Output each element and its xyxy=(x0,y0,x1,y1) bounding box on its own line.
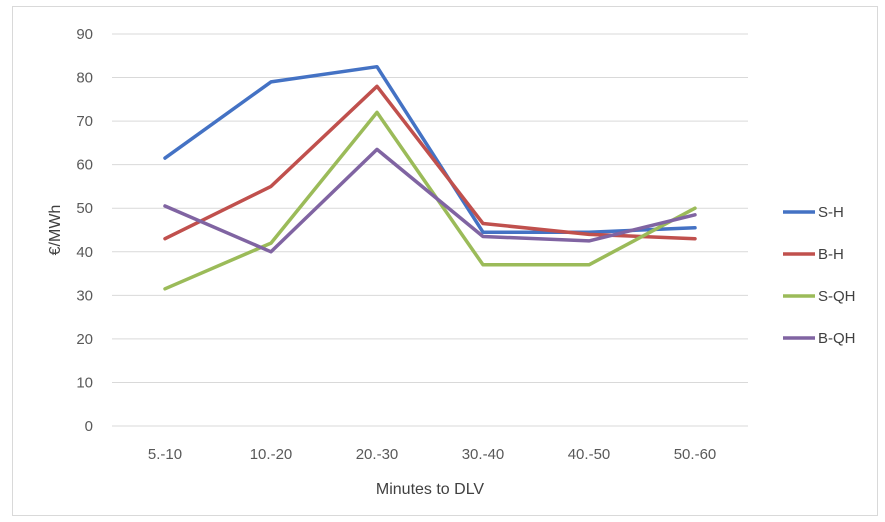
series-lines xyxy=(163,64,697,291)
series-line-s-qh xyxy=(163,110,697,291)
series-line-s-h xyxy=(163,64,697,234)
y-tick-label: 60 xyxy=(76,157,93,174)
y-tick-label: 20 xyxy=(76,331,93,348)
legend-label-s-h: S-H xyxy=(818,204,844,221)
series-line-b-qh xyxy=(163,147,697,254)
x-axis-title: Minutes to DLV xyxy=(376,481,485,498)
gridlines xyxy=(112,33,748,427)
y-tick-label: 90 xyxy=(76,26,93,43)
chart-frame xyxy=(12,6,878,516)
series-line-b-h xyxy=(163,84,697,241)
y-tick-label: 70 xyxy=(76,113,93,130)
x-tick-label: 40.-50 xyxy=(568,446,611,463)
x-tick-label: 30.-40 xyxy=(462,446,505,463)
y-axis-ticks: 0 10 20 30 40 50 60 70 80 90 xyxy=(76,26,93,435)
y-tick-label: 50 xyxy=(76,200,93,217)
y-tick-label: 40 xyxy=(76,244,93,261)
x-tick-label: 5.-10 xyxy=(148,446,182,463)
x-tick-label: 10.-20 xyxy=(250,446,293,463)
legend-label-b-qh: B-QH xyxy=(818,330,856,347)
y-tick-label: 80 xyxy=(76,70,93,87)
y-axis-title: €/MWh xyxy=(47,205,64,256)
legend-label-s-qh: S-QH xyxy=(818,288,856,305)
y-tick-label: 30 xyxy=(76,287,93,304)
y-tick-label: 10 xyxy=(76,374,93,391)
y-tick-label: 0 xyxy=(85,418,93,435)
x-axis-ticks: 5.-10 10.-20 20.-30 30.-40 40.-50 50.-60 xyxy=(148,446,716,463)
legend: S-H B-H S-QH B-QH xyxy=(783,204,856,347)
x-tick-label: 50.-60 xyxy=(674,446,717,463)
legend-label-b-h: B-H xyxy=(818,246,844,263)
x-tick-label: 20.-30 xyxy=(356,446,399,463)
